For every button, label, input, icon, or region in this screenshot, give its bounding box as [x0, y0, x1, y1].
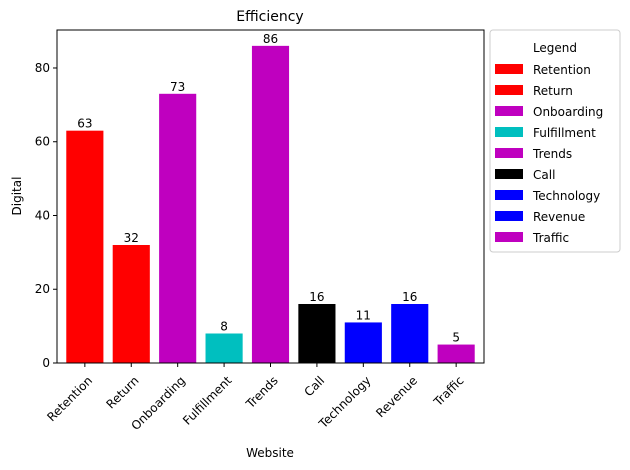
data-label-revenue: 16 [402, 290, 417, 304]
x-tick-label: Revenue [373, 373, 420, 420]
legend-label-traffic: Traffic [532, 231, 569, 245]
legend-swatch-retention [495, 64, 523, 74]
x-tick-label: Call [302, 373, 328, 399]
x-tick-label: Fulfillment [180, 373, 235, 428]
y-tick-label: 40 [35, 208, 50, 222]
legend-swatch-traffic [495, 232, 523, 242]
legend-swatch-revenue [495, 211, 523, 221]
y-tick-label: 80 [35, 61, 50, 75]
bar-technology [344, 322, 382, 363]
legend: Legend Retention Return Onboarding Fulfillm… [489, 29, 621, 253]
data-label-trends: 86 [263, 32, 278, 46]
bar-traffic [437, 344, 475, 363]
legend-swatch-call [495, 169, 523, 179]
data-label-return: 32 [124, 231, 139, 245]
legend-label-technology: Technology [532, 189, 600, 203]
y-tick-label: 60 [35, 135, 50, 149]
x-tick-label: Return [104, 373, 142, 411]
legend-swatch-return [495, 85, 523, 95]
data-label-traffic: 5 [452, 331, 460, 345]
legend-entries: Retention Return Onboarding Fulfillment Tren… [495, 63, 603, 245]
y-tick-label: 20 [35, 282, 50, 296]
x-tick-label: Traffic [430, 373, 466, 409]
legend-label-revenue: Revenue [533, 210, 585, 224]
y-axis: 0 20 40 60 80 [35, 61, 57, 370]
legend-swatch-fulfillment [495, 127, 523, 137]
chart-title: Efficiency [236, 9, 303, 25]
x-axis-label: Website [246, 446, 294, 460]
bar-retention [66, 130, 104, 363]
data-label-technology: 11 [356, 308, 371, 322]
y-tick-label: 0 [42, 356, 50, 370]
bar-fulfillment [205, 333, 243, 363]
data-label-retention: 63 [77, 117, 92, 131]
y-axis-label: Digital [10, 177, 24, 216]
legend-label-call: Call [533, 168, 555, 182]
legend-label-retention: Retention [533, 63, 591, 77]
bar-labels-group: 63 32 73 8 86 16 11 16 5 [77, 32, 460, 345]
legend-swatch-trends [495, 148, 523, 158]
bar-trends [251, 45, 290, 363]
legend-swatch-onboarding [495, 106, 523, 116]
x-tick-label: Trends [243, 373, 281, 411]
data-label-fulfillment: 8 [220, 319, 228, 333]
legend-label-fulfillment: Fulfillment [533, 126, 596, 140]
x-tick-label: Retention [44, 373, 95, 424]
legend-label-return: Return [533, 84, 573, 98]
legend-label-onboarding: Onboarding [533, 105, 603, 119]
bar-return [112, 244, 150, 363]
data-label-onboarding: 73 [170, 80, 185, 94]
bar-revenue [391, 303, 429, 363]
bars-group [66, 45, 475, 364]
bar-onboarding [159, 93, 197, 364]
legend-title: Legend [533, 41, 577, 55]
legend-swatch-technology [495, 190, 523, 200]
legend-label-trends: Trends [532, 147, 572, 161]
plot-frame [56, 29, 485, 364]
bar-call [298, 303, 336, 363]
data-label-call: 16 [309, 290, 324, 304]
